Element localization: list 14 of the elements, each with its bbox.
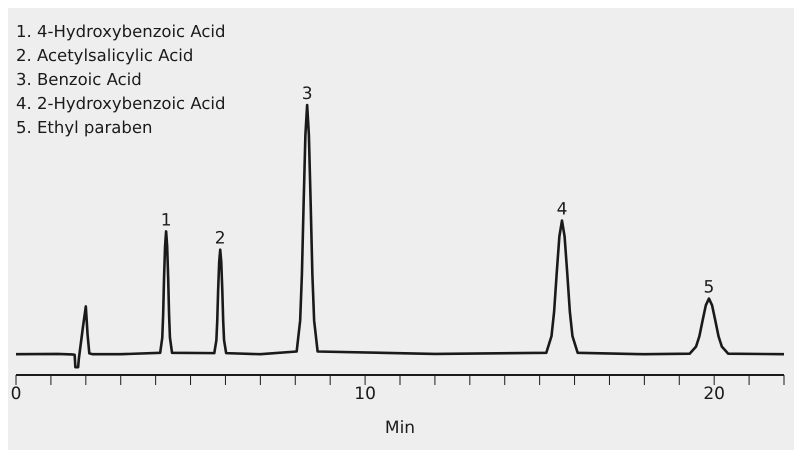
text: 1. 4-Hydroxybenzoic Acid <box>16 21 226 43</box>
annotation: 4. 2-Hydroxybenzoic Acid <box>16 93 226 115</box>
annotation: 5 <box>704 278 714 298</box>
x-tick-label: 10 <box>354 384 376 404</box>
annotation: 5. Ethyl paraben <box>16 117 154 139</box>
annotation: 1 <box>160 210 172 230</box>
text: 2. Acetylsalicylic Acid <box>16 45 194 67</box>
text: 3. Benzoic Acid <box>16 69 143 91</box>
x-axis-title: Min <box>384 418 416 438</box>
annotation: 3 <box>302 84 313 104</box>
annotation: 2 <box>214 228 226 249</box>
x-tick-label: 20 <box>703 384 725 404</box>
annotation: 4 <box>556 200 568 220</box>
x-tick-label: 0 <box>10 384 22 404</box>
